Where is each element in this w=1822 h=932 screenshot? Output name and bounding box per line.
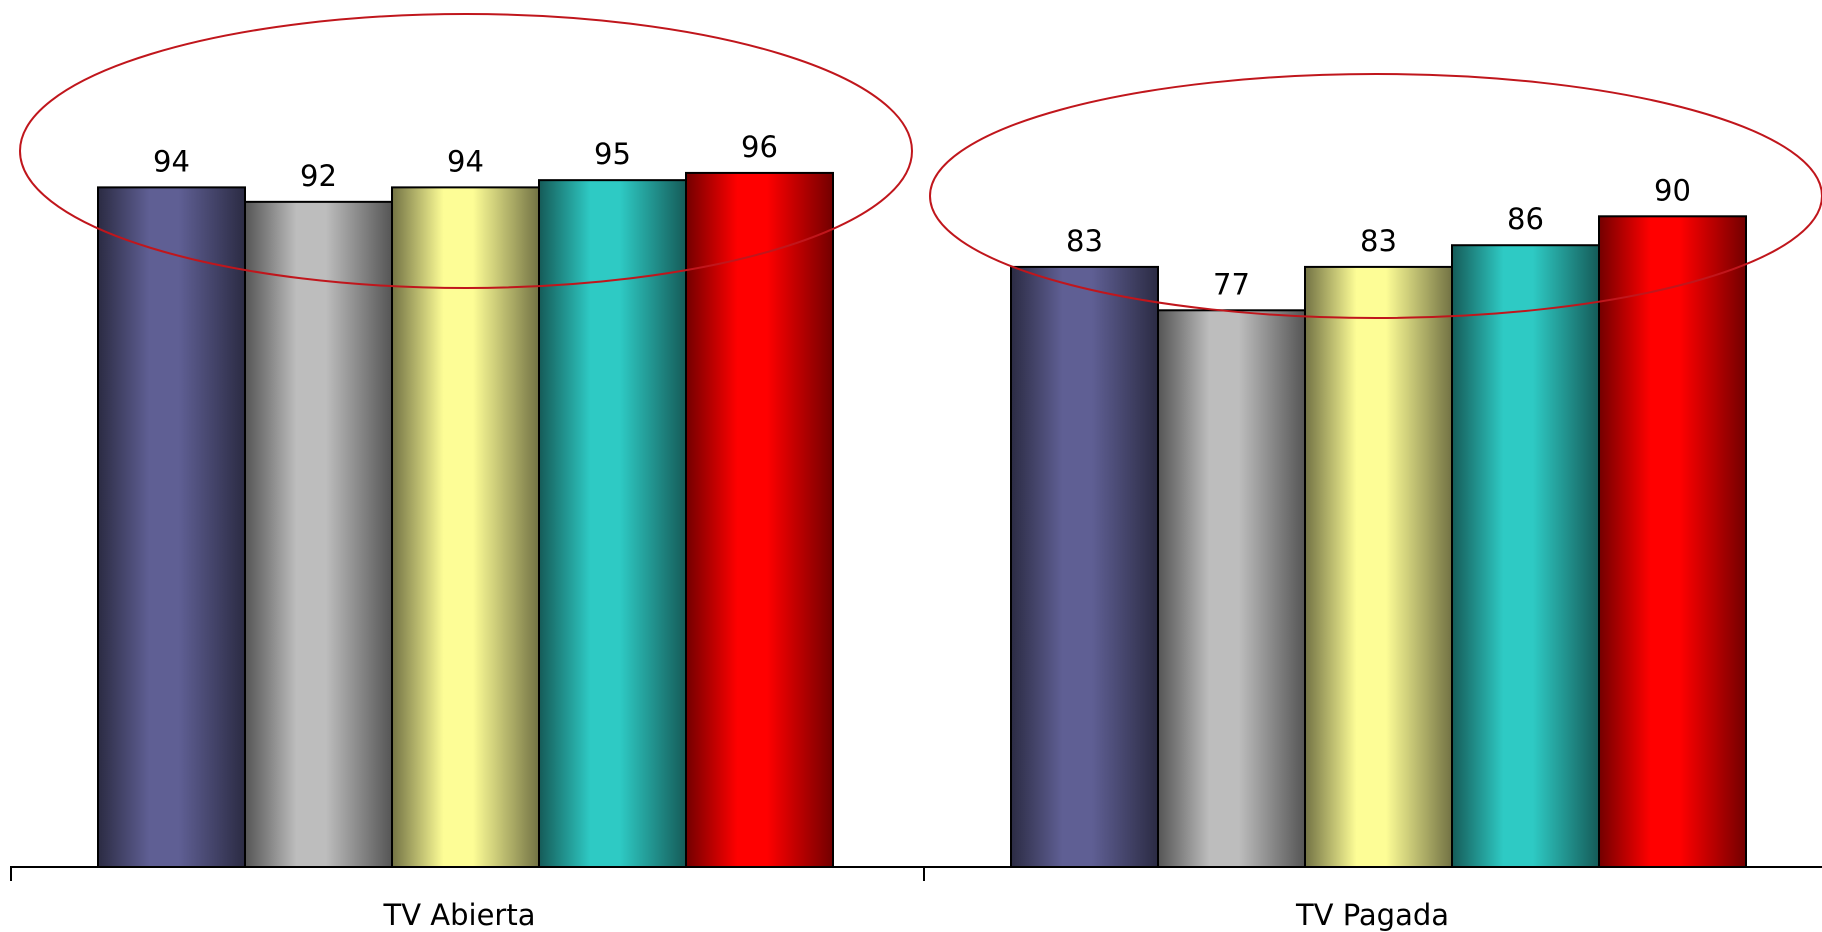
bar-tv-abierta-series-4 [538, 179, 687, 868]
data-label: 94 [153, 144, 190, 178]
data-label: 77 [1213, 267, 1250, 301]
data-label: 94 [447, 144, 484, 178]
highlight-ellipse [929, 73, 1822, 319]
bar-tv-pagada-series-1 [1010, 265, 1159, 869]
bar-tv-pagada-series-5 [1598, 215, 1747, 869]
data-label: 95 [594, 137, 631, 171]
data-labels: 94 92 94 95 96 83 77 83 86 90 [153, 130, 1691, 301]
bar-tv-abierta-series-5 [685, 171, 834, 869]
x-tick-label: TV Pagada [1295, 898, 1449, 932]
bar-tv-abierta-series-3 [391, 186, 540, 868]
data-label: 96 [741, 130, 778, 164]
data-label: 90 [1654, 173, 1691, 207]
highlight-ellipse [19, 13, 913, 289]
bar-tv-abierta-series-2 [244, 200, 393, 868]
data-label: 86 [1507, 202, 1544, 236]
highlight-ellipses [19, 13, 1822, 319]
bar-tv-abierta-series-1 [97, 186, 246, 868]
data-label: 92 [300, 159, 337, 193]
bar-tv-pagada-series-4 [1451, 244, 1600, 869]
x-axis: TV Abierta TV Pagada [10, 866, 1822, 932]
data-label: 83 [1066, 224, 1103, 258]
data-label: 83 [1360, 224, 1397, 258]
bars-layer [97, 171, 1747, 869]
bar-tv-pagada-series-2 [1157, 309, 1306, 869]
x-tick-label: TV Abierta [383, 898, 536, 932]
bar-tv-pagada-series-3 [1304, 265, 1453, 869]
